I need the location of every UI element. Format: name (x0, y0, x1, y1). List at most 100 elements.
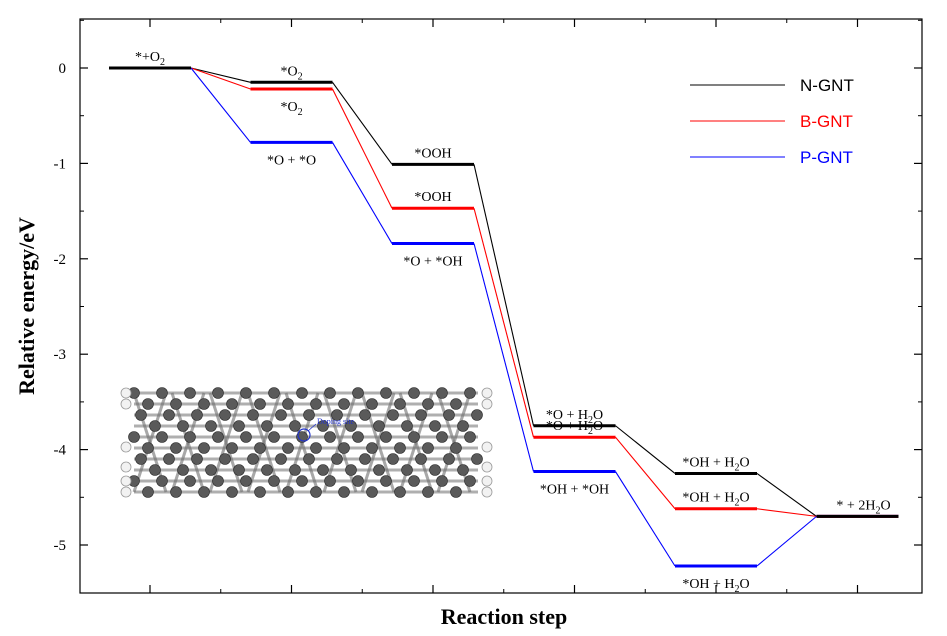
carbon-atom (366, 398, 378, 410)
carbon-atom (338, 486, 350, 498)
carbon-atom (429, 420, 441, 432)
carbon-atom (359, 409, 371, 421)
carbon-atom (240, 431, 252, 443)
carbon-atom (156, 475, 168, 487)
carbon-atom (324, 431, 336, 443)
carbon-atom (324, 387, 336, 399)
y-axis-title: Relative energy/eV (14, 217, 39, 395)
step-label: *OOH (414, 190, 451, 205)
carbon-atom (219, 409, 231, 421)
carbon-atom (212, 431, 224, 443)
carbon-atom (282, 486, 294, 498)
carbon-atom (380, 475, 392, 487)
carbon-atom (380, 431, 392, 443)
carbon-atom (380, 387, 392, 399)
carbon-atom (170, 442, 182, 454)
hydrogen-atom (481, 475, 493, 487)
carbon-atom (338, 442, 350, 454)
connector-n-gnt (756, 473, 817, 517)
step-label: *OH + *OH (540, 483, 609, 498)
carbon-atom (177, 420, 189, 432)
carbon-atom (142, 442, 154, 454)
y-tick-label: -3 (54, 347, 67, 363)
carbon-atom (205, 420, 217, 432)
connector-p-gnt (756, 515, 817, 567)
connector-n-gnt (473, 164, 535, 426)
carbon-atom (128, 431, 140, 443)
carbon-atom (408, 475, 420, 487)
nanotube-atoms (120, 387, 493, 498)
nanotube-structure-inset: Doping site (120, 387, 493, 498)
x-axis-title: Reaction step (441, 604, 567, 629)
carbon-atom (226, 398, 238, 410)
carbon-atom (345, 420, 357, 432)
connector-p-gnt (473, 243, 535, 472)
carbon-atom (373, 464, 385, 476)
carbon-atom (142, 486, 154, 498)
carbon-atom (177, 464, 189, 476)
carbon-atom (415, 409, 427, 421)
carbon-atom (212, 387, 224, 399)
carbon-atom (310, 486, 322, 498)
step-label: *OH + H2O (682, 491, 749, 509)
carbon-atom (310, 398, 322, 410)
doping-site-pointer (307, 423, 317, 432)
carbon-atom (198, 486, 210, 498)
carbon-atom (464, 431, 476, 443)
carbon-atom (338, 398, 350, 410)
connector-b-gnt (190, 67, 251, 90)
legend-label-b-gnt: B-GNT (800, 112, 853, 131)
legend-label-p-gnt: P-GNT (800, 148, 853, 167)
carbon-atom (324, 475, 336, 487)
connector-b-gnt (332, 88, 393, 209)
carbon-atom (191, 453, 203, 465)
carbon-atom (436, 387, 448, 399)
connector-p-gnt (190, 67, 251, 143)
hydrogen-atom (120, 461, 132, 473)
carbon-atom (289, 464, 301, 476)
carbon-atom (254, 442, 266, 454)
carbon-atom (317, 420, 329, 432)
carbon-atom (226, 486, 238, 498)
carbon-atom (296, 475, 308, 487)
carbon-atom (436, 475, 448, 487)
carbon-atom (422, 398, 434, 410)
carbon-atom (198, 398, 210, 410)
carbon-atom (170, 486, 182, 498)
carbon-atom (296, 431, 308, 443)
carbon-atom (296, 387, 308, 399)
carbon-atom (394, 398, 406, 410)
plot-frame (79, 18, 923, 594)
carbon-atom (191, 409, 203, 421)
carbon-atom (352, 475, 364, 487)
hydrogen-atom (120, 398, 132, 410)
carbon-atom (443, 409, 455, 421)
carbon-atom (408, 387, 420, 399)
carbon-atom (471, 409, 483, 421)
carbon-atom (303, 453, 315, 465)
carbon-atom (429, 464, 441, 476)
hydrogen-atom (120, 441, 132, 453)
connector-n-gnt (615, 425, 676, 474)
step-label: *O + H2O (546, 419, 603, 437)
carbon-atom (387, 453, 399, 465)
carbon-atom (247, 453, 259, 465)
carbon-atom (163, 453, 175, 465)
carbon-atom (142, 398, 154, 410)
connector-b-gnt (756, 508, 817, 517)
carbon-atom (135, 409, 147, 421)
carbon-atom (373, 420, 385, 432)
carbon-atom (184, 475, 196, 487)
carbon-atom (212, 475, 224, 487)
hydrogen-atom (481, 461, 493, 473)
carbon-atom (240, 387, 252, 399)
carbon-atom (261, 420, 273, 432)
bond-diag (246, 392, 282, 493)
carbon-atom (149, 420, 161, 432)
carbon-atom (422, 486, 434, 498)
carbon-atom (261, 464, 273, 476)
carbon-atom (156, 431, 168, 443)
hydrogen-atom (120, 475, 132, 487)
hydrogen-atom (481, 398, 493, 410)
carbon-atom (457, 420, 469, 432)
